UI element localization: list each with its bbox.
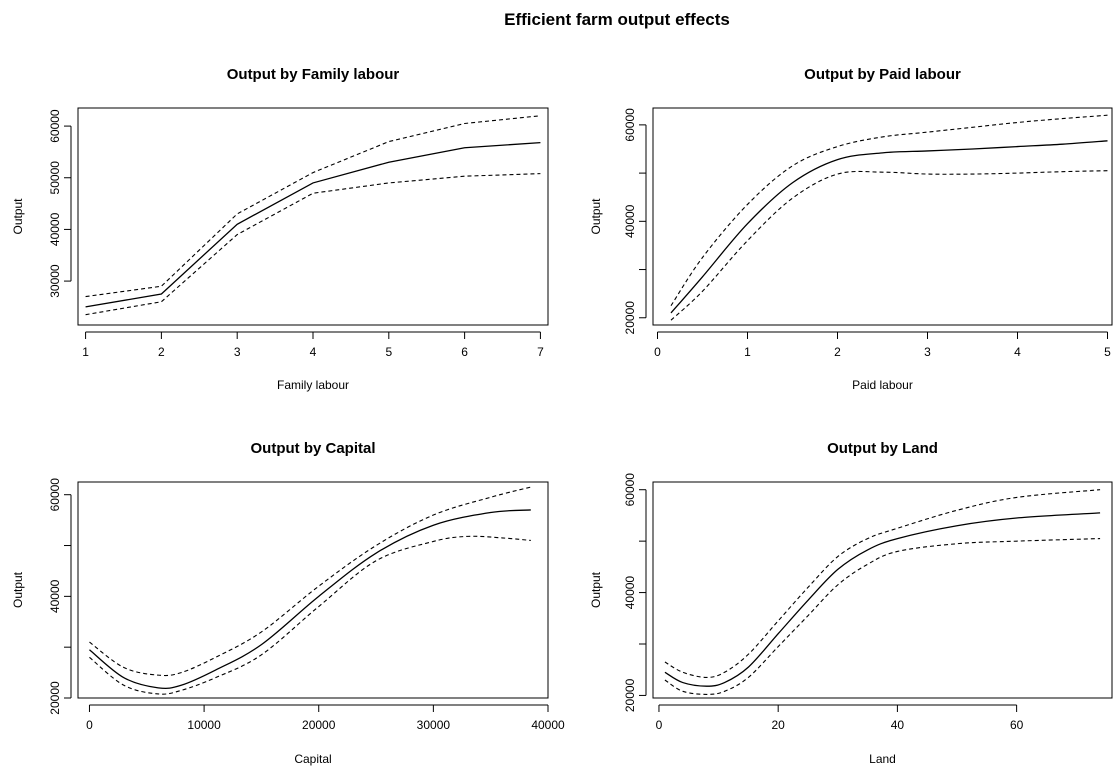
x-tick-label: 3 bbox=[234, 345, 241, 359]
x-tick-label: 0 bbox=[654, 345, 661, 359]
y-axis-label: Output bbox=[589, 571, 603, 608]
y-tick-label: 50000 bbox=[48, 161, 62, 195]
plot-frame bbox=[652, 481, 1113, 699]
x-tick-label: 4 bbox=[310, 345, 317, 359]
y-tick-label: 20000 bbox=[48, 681, 62, 715]
x-tick-label: 5 bbox=[385, 345, 392, 359]
plot-frame bbox=[77, 481, 549, 699]
x-tick-label: 10000 bbox=[187, 718, 221, 732]
x-tick-label: 40 bbox=[891, 718, 905, 732]
x-tick-label: 7 bbox=[537, 345, 544, 359]
panel-3: Output by Capital 0 10000 20000 30000 40000 20… bbox=[11, 440, 565, 766]
y-tick-label: 40000 bbox=[48, 212, 62, 246]
x-tick-label: 0 bbox=[86, 718, 93, 732]
plot-frame bbox=[77, 107, 549, 326]
x-tick-label: 5 bbox=[1104, 345, 1111, 359]
x-tick-label: 2 bbox=[158, 345, 165, 359]
upper-bound-line bbox=[85, 115, 541, 298]
x-axis-label: Family labour bbox=[277, 378, 349, 392]
y-tick-label: 20000 bbox=[623, 678, 637, 712]
y-tick-label: 40000 bbox=[48, 579, 62, 613]
x-tick-label: 60 bbox=[1010, 718, 1024, 732]
x-tick-label: 20 bbox=[772, 718, 786, 732]
fit-line bbox=[85, 141, 541, 308]
fit-line bbox=[670, 140, 1108, 314]
x-tick-label: 1 bbox=[82, 345, 89, 359]
main-title: Efficient farm output effects bbox=[504, 10, 730, 29]
y-axis-label: Output bbox=[589, 198, 603, 235]
panel-1: Output by Family labour 1 2 3 4 5 6 7 30000 40000… bbox=[11, 66, 549, 392]
fit-line bbox=[664, 512, 1101, 687]
fit-line bbox=[89, 509, 531, 690]
panel-2: Output by Paid labour 0 1 2 3 4 5 20000 40000 600… bbox=[589, 66, 1113, 392]
x-axis-label: Capital bbox=[294, 752, 331, 766]
lower-bound-line bbox=[664, 538, 1101, 695]
y-tick-label: 60000 bbox=[623, 473, 637, 507]
lower-bound-line bbox=[670, 170, 1108, 321]
x-tick-label: 40000 bbox=[531, 718, 565, 732]
y-axis-label: Output bbox=[11, 198, 25, 235]
panel-4: Output by Land 0 20 40 60 20000 40000 60000 Land… bbox=[589, 440, 1113, 766]
upper-bound-line bbox=[670, 114, 1108, 307]
panel-title: Output by Capital bbox=[251, 440, 376, 457]
y-tick-label: 60000 bbox=[48, 109, 62, 143]
x-tick-label: 20000 bbox=[302, 718, 336, 732]
lower-bound-line bbox=[89, 535, 531, 695]
panel-title: Output by Land bbox=[827, 440, 938, 457]
x-axis-label: Paid labour bbox=[852, 378, 913, 392]
plot-frame bbox=[652, 107, 1113, 326]
y-tick-label: 60000 bbox=[48, 478, 62, 512]
x-tick-label: 2 bbox=[834, 345, 841, 359]
panel-title: Output by Family labour bbox=[227, 66, 400, 83]
x-tick-label: 3 bbox=[924, 345, 931, 359]
x-tick-label: 0 bbox=[656, 718, 663, 732]
upper-bound-line bbox=[664, 489, 1101, 678]
lower-bound-line bbox=[85, 173, 541, 316]
y-tick-label: 20000 bbox=[623, 301, 637, 335]
y-tick-label: 30000 bbox=[48, 264, 62, 298]
y-tick-label: 40000 bbox=[623, 204, 637, 238]
y-tick-label: 40000 bbox=[623, 576, 637, 610]
upper-bound-line bbox=[89, 486, 531, 677]
x-tick-label: 4 bbox=[1014, 345, 1021, 359]
panel-title: Output by Paid labour bbox=[804, 66, 961, 83]
x-tick-label: 1 bbox=[744, 345, 751, 359]
y-axis-label: Output bbox=[11, 571, 25, 608]
y-tick-label: 60000 bbox=[623, 108, 637, 142]
x-tick-label: 6 bbox=[461, 345, 468, 359]
x-axis-label: Land bbox=[869, 752, 896, 766]
x-tick-label: 30000 bbox=[417, 718, 451, 732]
